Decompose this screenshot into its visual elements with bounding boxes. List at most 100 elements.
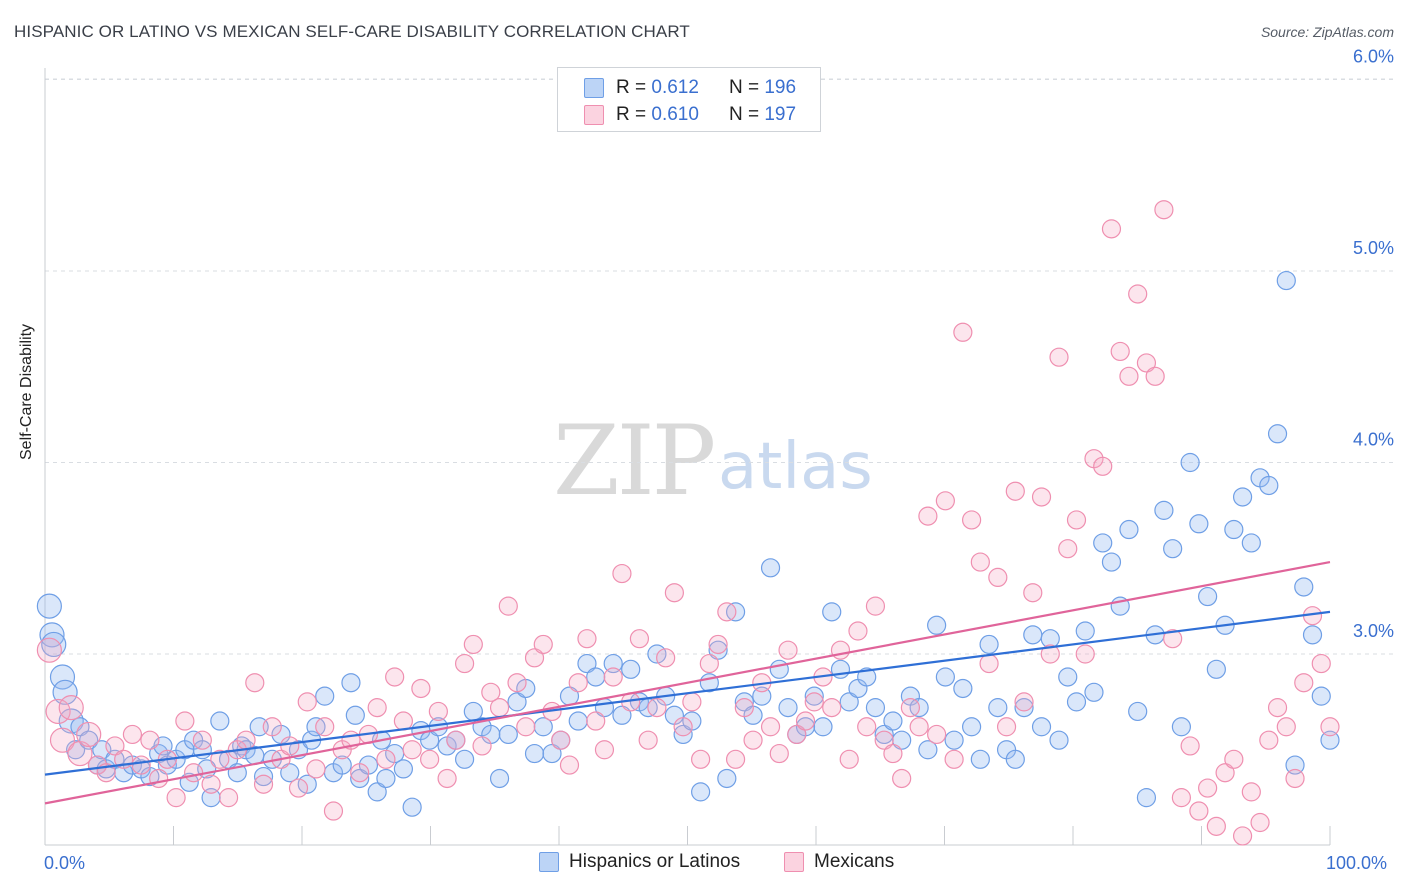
scatter-point-hispanic	[1136, 788, 1157, 808]
scatter-point-mexican	[306, 759, 326, 779]
scatter-point-hispanic	[568, 711, 588, 731]
scatter-point-mexican	[1294, 673, 1314, 693]
source-credit: Source: ZipAtlas.com	[1260, 24, 1394, 40]
scatter-point-mexican	[673, 717, 693, 737]
chart-title: HISPANIC OR LATINO VS MEXICAN SELF-CARE …	[14, 22, 690, 41]
watermark-zip: ZIP	[553, 405, 716, 517]
scatter-point-mexican	[166, 788, 186, 808]
scatter-point-mexican	[848, 621, 868, 641]
legend-swatch-mexicans	[784, 852, 804, 872]
scatter-point-mexican	[900, 698, 921, 718]
scatter-point-hispanic	[673, 724, 693, 745]
scatter-point-mexican	[367, 698, 387, 718]
scatter-point-mexican	[1031, 487, 1052, 507]
scatter-point-hispanic	[1101, 552, 1122, 572]
scatter-point-hispanic	[970, 749, 990, 769]
scatter-point-mexican	[402, 740, 422, 760]
scatter-point-hispanic	[345, 705, 365, 725]
scatter-point-mexican	[857, 717, 877, 737]
scatter-point-mexican	[1285, 768, 1305, 789]
scatter-point-hispanic	[1189, 514, 1209, 534]
scatter-point-hispanic	[839, 692, 859, 712]
scatter-point-hispanic	[1093, 533, 1113, 553]
scatter-point-mexican	[664, 583, 684, 603]
scatter-point-mexican	[918, 506, 938, 526]
scatter-point-hispanic	[752, 686, 772, 706]
scatter-point-mexican	[865, 596, 886, 616]
scatter-point-hispanic	[315, 686, 335, 706]
scatter-point-hispanic	[760, 558, 781, 578]
scatter-point-mexican	[708, 634, 728, 655]
scatter-point-mexican	[760, 717, 781, 737]
scatter-point-mexican	[149, 768, 169, 789]
scatter-point-mexican	[551, 730, 571, 750]
scatter-point-hispanic	[1267, 424, 1288, 444]
scatter-point-mexican	[1189, 801, 1209, 821]
scatter-point-mexican	[481, 682, 501, 702]
scatter-point-mexican	[996, 717, 1017, 737]
scatter-point-mexican	[638, 730, 658, 750]
scatter-point-mexican	[49, 727, 76, 753]
scatter-point-hispanic	[883, 711, 903, 731]
y-tick-label: 4.0%	[1353, 430, 1394, 450]
scatter-point-hispanic	[1031, 717, 1052, 737]
scatter-point-hispanic	[953, 678, 973, 699]
scatter-point-mexican	[385, 667, 405, 687]
scatter-point-mexican	[58, 695, 84, 721]
scatter-point-mexican	[472, 736, 492, 756]
scatter-point-mexican	[979, 653, 999, 674]
legend-r-label: R =	[616, 104, 647, 125]
scatter-point-hispanic	[804, 686, 824, 706]
scatter-point-hispanic	[1276, 270, 1296, 291]
y-tick-label: 3.0%	[1353, 621, 1394, 641]
scatter-point-mexican	[822, 698, 842, 718]
scatter-point-mexican	[769, 743, 789, 764]
legend-row-hispanic: R = 0.612 N = 196	[584, 76, 796, 100]
scatter-point-mexican	[594, 740, 615, 760]
scatter-point-mexican	[1215, 763, 1235, 783]
scatter-point-mexican	[935, 491, 955, 511]
scatter-point-mexican	[218, 788, 239, 808]
scatter-point-hispanic	[586, 667, 606, 687]
scatter-point-mexican	[874, 730, 894, 750]
scatter-point-mexican	[253, 774, 274, 794]
correlation-legend: R = 0.612 N = 196 R = 0.610 N = 197	[557, 67, 821, 132]
trend-line-hispanic	[44, 610, 1331, 776]
scatter-point-hispanic	[280, 763, 300, 783]
scatter-point-mexican	[568, 673, 588, 693]
scatter-point-mexican	[883, 743, 903, 764]
scatter-point-mexican	[201, 774, 221, 794]
scatter-point-mexican	[682, 692, 702, 712]
scatter-point-mexican	[892, 768, 912, 789]
scatter-point-hispanic	[498, 724, 518, 745]
scatter-point-mexican	[192, 730, 212, 750]
scatter-point-hispanic	[39, 622, 65, 648]
scatter-point-hispanic	[778, 698, 798, 718]
scatter-point-hispanic	[717, 768, 737, 789]
scatter-point-mexican	[927, 724, 947, 745]
scatter-point-hispanic	[857, 667, 877, 687]
y-tick-label: 5.0%	[1353, 238, 1394, 258]
scatter-point-hispanic	[813, 717, 833, 737]
legend-label-hispanics: Hispanics or Latinos	[569, 851, 741, 872]
scatter-point-mexican	[1154, 200, 1174, 220]
legend-r-value: 0.610	[651, 104, 699, 125]
x-tick-label-min: 0.0%	[44, 853, 86, 873]
scatter-point-hispanic	[691, 782, 711, 802]
legend-item-hispanics: Hispanics or Latinos	[539, 851, 740, 873]
scatter-point-mexican	[36, 637, 62, 663]
scatter-point-mexican	[393, 711, 414, 731]
scatter-point-hispanic	[393, 759, 414, 779]
scatter-point-hispanic	[52, 679, 78, 705]
scatter-point-mexican	[210, 749, 230, 769]
scatter-point-hispanic	[341, 673, 361, 693]
scatter-point-mexican	[1241, 782, 1261, 802]
scatter-point-mexican	[656, 648, 676, 668]
scatter-point-mexican	[577, 629, 597, 649]
scatter-point-mexican	[559, 755, 580, 775]
scatter-point-mexican	[953, 322, 973, 342]
scatter-point-hispanic	[1294, 577, 1314, 597]
scatter-point-hispanic	[734, 692, 754, 712]
scatter-point-mexican	[1276, 717, 1296, 737]
scatter-point-mexican	[970, 552, 990, 572]
